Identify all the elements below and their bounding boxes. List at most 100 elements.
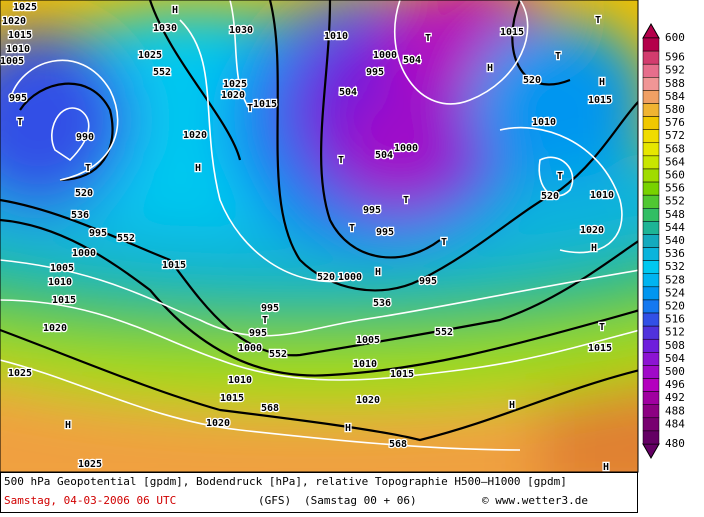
colorbar-label: 532 — [665, 260, 685, 273]
map-label: T — [403, 195, 409, 206]
map-label: 1015 — [253, 99, 277, 110]
map-label: 1005 — [50, 263, 74, 274]
map-label: 520 — [75, 188, 93, 199]
map-label: T — [557, 171, 563, 182]
map-label: 1030 — [153, 23, 177, 34]
colorbar-swatch — [642, 37, 660, 52]
map-label: T — [599, 322, 605, 333]
colorbar-swatch — [642, 417, 660, 432]
colorbar-swatch — [642, 63, 660, 78]
colorbar-arrow-bottom — [642, 443, 660, 460]
map-label: 995 — [376, 227, 394, 238]
map-label: 568 — [389, 439, 407, 450]
colorbar-arrow-top — [642, 22, 660, 39]
colorbar-swatch — [642, 142, 660, 157]
colorbar-label: 516 — [665, 313, 685, 326]
colorbar-swatch — [642, 299, 660, 314]
map-label: 520 — [317, 272, 335, 283]
colorbar-label: 556 — [665, 182, 685, 195]
map-label: T — [441, 237, 447, 248]
map-label: H — [172, 5, 178, 16]
map-label: H — [345, 423, 351, 434]
map-label: T — [349, 223, 355, 234]
footer-credit: © www.wetter3.de — [482, 494, 588, 507]
colorbar-label: 600 — [665, 31, 685, 44]
map-label: 552 — [153, 67, 171, 78]
colorbar-swatch — [642, 430, 660, 445]
map-label: H — [195, 163, 201, 174]
colorbar-swatch — [642, 338, 660, 353]
map-label: 504 — [403, 55, 421, 66]
colorbar-label: 592 — [665, 64, 685, 77]
colorbar-swatch — [642, 286, 660, 301]
colorbar-label: 508 — [665, 339, 685, 352]
colorbar-label: 540 — [665, 234, 685, 247]
map-label: T — [595, 15, 601, 26]
map-label: H — [487, 63, 493, 74]
colorbar-swatch — [642, 129, 660, 144]
colorbar-label: 564 — [665, 155, 685, 168]
colorbar-label: 524 — [665, 286, 685, 299]
map-label: 1015 — [162, 260, 186, 271]
colorbar-swatch — [642, 103, 660, 117]
colorbar-swatch — [642, 221, 660, 235]
colorbar-label: 500 — [665, 365, 685, 378]
colorbar-swatch — [642, 194, 660, 209]
colorbar-swatch — [642, 365, 660, 379]
colorbar-label: 572 — [665, 129, 685, 142]
map-label: 995 — [249, 328, 267, 339]
map-label: 1030 — [229, 25, 253, 36]
map-label: 995 — [89, 228, 107, 239]
colorbar-label: 504 — [665, 352, 685, 365]
colorbar-swatch — [642, 260, 660, 274]
map-label: 552 — [117, 233, 135, 244]
map-label: 504 — [375, 150, 393, 161]
map-label: H — [603, 462, 609, 473]
map-label: 1010 — [48, 277, 72, 288]
colorbar-swatch — [642, 116, 660, 130]
map-label: 1000 — [338, 272, 362, 283]
colorbar-swatch — [642, 90, 660, 104]
map-label: 536 — [373, 298, 391, 309]
map-label: 520 — [523, 75, 541, 86]
map-label: 1000 — [72, 248, 96, 259]
map-label: 1020 — [206, 418, 230, 429]
footer-model: (GFS) — [258, 494, 291, 507]
map-label: 1025 — [8, 368, 32, 379]
footer-run: (Samstag 00 + 06) — [304, 494, 417, 507]
colorbar-swatch — [642, 325, 660, 340]
colorbar-label: 560 — [665, 169, 685, 182]
colorbar-swatch — [642, 391, 660, 405]
map-label: T — [338, 155, 344, 166]
map-label: 1020 — [183, 130, 207, 141]
map-label: 568 — [261, 403, 279, 414]
colorbar-label: 552 — [665, 195, 685, 208]
colorbar-swatch — [642, 352, 660, 366]
colorbar-swatch — [642, 378, 660, 392]
map-label: 1010 — [324, 31, 348, 42]
map-label: 1015 — [588, 95, 612, 106]
map-label: H — [509, 400, 515, 411]
map-label: 1005 — [0, 56, 24, 67]
colorbar-label: 484 — [665, 417, 685, 430]
map-label: 1020 — [43, 323, 67, 334]
colorbar-swatch — [642, 234, 660, 248]
map-label: T — [555, 51, 561, 62]
map-label: 990 — [76, 132, 94, 143]
colorbar-label: 488 — [665, 404, 685, 417]
map-label: H — [591, 243, 597, 254]
map-label: H — [599, 77, 605, 88]
map-label: 995 — [261, 303, 279, 314]
map-label: 1010 — [6, 44, 30, 55]
map-label: 504 — [339, 87, 357, 98]
map-label: 552 — [269, 349, 287, 360]
map-label: 995 — [366, 67, 384, 78]
colorbar-label: 480 — [665, 437, 685, 450]
colorbar-label: 492 — [665, 391, 685, 404]
colorbar-label: 596 — [665, 51, 685, 64]
colorbar-label: 544 — [665, 221, 685, 234]
colorbar-label: 576 — [665, 116, 685, 129]
colorbar-label: 512 — [665, 326, 685, 339]
map-label: 1025 — [13, 2, 37, 13]
